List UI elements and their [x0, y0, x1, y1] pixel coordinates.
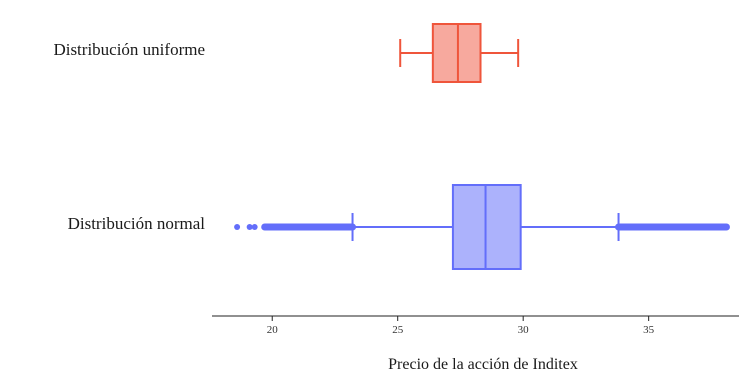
category-label-uniform: Distribución uniforme — [53, 40, 205, 59]
outlier-point — [251, 224, 258, 230]
category-labels: Distribución uniforme Distribución norma… — [53, 40, 205, 233]
x-tick-label: 25 — [392, 324, 404, 336]
outlier-point — [246, 224, 253, 230]
category-label-normal: Distribución normal — [68, 214, 206, 233]
box-iqr — [431, 23, 482, 83]
x-axis-title: Precio de la acción de Inditex — [388, 356, 578, 373]
box-iqr — [451, 184, 522, 270]
boxes-layer — [234, 23, 730, 270]
box-series-normal — [234, 184, 730, 270]
x-tick-label: 20 — [267, 324, 279, 336]
x-axis-ticks: 20 25 30 35 — [267, 316, 655, 336]
box-series-uniform — [399, 23, 520, 83]
x-tick-label: 35 — [643, 324, 655, 336]
x-tick-label: 30 — [518, 324, 530, 336]
outlier-point — [234, 224, 241, 230]
